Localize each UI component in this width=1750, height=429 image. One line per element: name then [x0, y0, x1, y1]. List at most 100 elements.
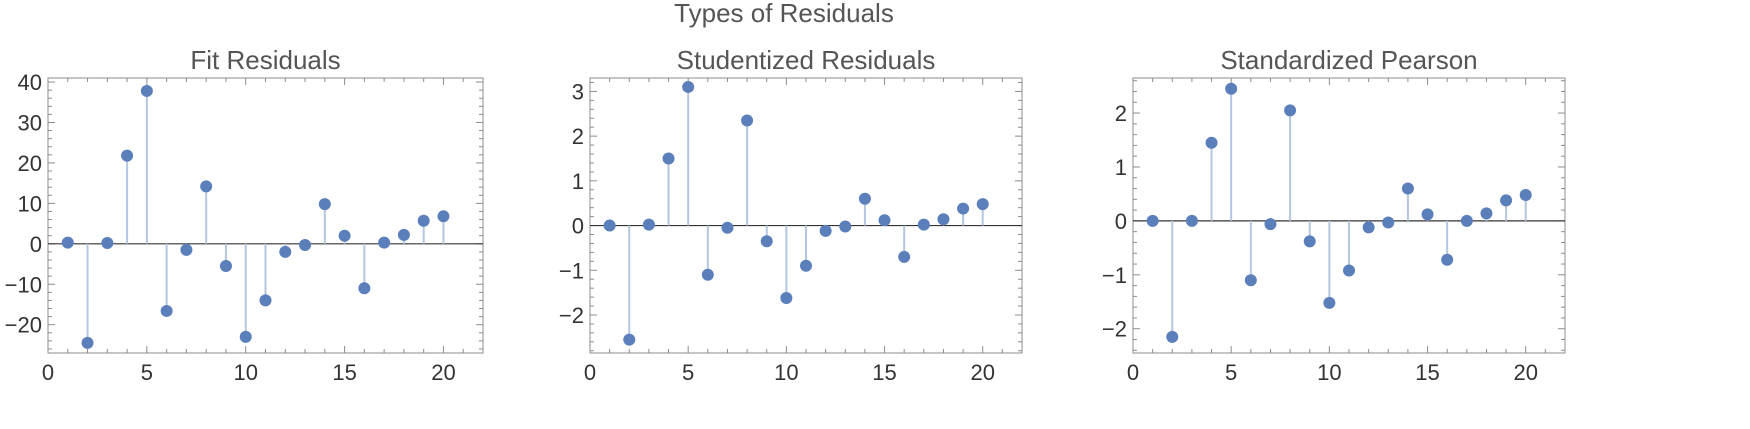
data-point [437, 210, 450, 223]
data-point [1500, 194, 1513, 207]
data-point [976, 198, 989, 211]
data-point [279, 245, 292, 258]
data-point [721, 221, 734, 234]
data-point [1460, 214, 1473, 227]
data-point [358, 282, 371, 295]
y-tick-label: 0 [30, 232, 42, 257]
data-point [121, 149, 134, 162]
x-tick-label: 15 [872, 360, 896, 385]
y-tick-label: 20 [18, 151, 42, 176]
y-tick-label: −1 [559, 258, 584, 283]
y-tick-label: −2 [1102, 317, 1127, 342]
plot-frame [589, 77, 1023, 354]
data-point [1264, 218, 1277, 231]
chart-title: Standardized Pearson [1220, 45, 1477, 75]
data-point [957, 202, 970, 215]
x-tick-label: 10 [774, 360, 798, 385]
data-point [1519, 189, 1532, 202]
data-point [417, 214, 430, 227]
data-point [1401, 182, 1414, 195]
data-point [1343, 264, 1355, 277]
data-point [200, 180, 213, 193]
plot-frame [47, 77, 484, 354]
chart-panel-2: Studentized Residuals 0 5 10 15 20 −2 −1 0 1 2 3 [559, 45, 1023, 385]
data-point [741, 114, 754, 127]
data-point [878, 214, 891, 227]
data-point [219, 260, 232, 273]
data-point [378, 236, 391, 249]
data-point [180, 243, 193, 256]
y-tick-label: 1 [1115, 155, 1127, 180]
data-point [682, 80, 695, 93]
data-point [299, 239, 312, 252]
data-point [858, 192, 871, 205]
data-point [318, 198, 331, 211]
chart-panel-1: Fit Residuals 0 5 10 15 20 −20 −10 0 10 20 30 40 [5, 45, 484, 385]
y-tick-label: −1 [1102, 263, 1127, 288]
data-point [1225, 82, 1238, 95]
chart-title: Studentized Residuals [677, 45, 936, 75]
x-tick-label: 0 [584, 360, 596, 385]
plot-frame [1132, 77, 1566, 354]
figure-title: Types of Residuals [674, 0, 894, 28]
x-tick-label: 10 [233, 360, 257, 385]
y-tick-label: 1 [572, 169, 584, 194]
data-point [1323, 296, 1336, 309]
data-point [397, 228, 410, 241]
data-point [917, 218, 930, 231]
data-point [800, 259, 812, 272]
data-point [1185, 214, 1198, 227]
y-tick-label: 40 [18, 70, 42, 95]
y-tick-label: 10 [18, 191, 42, 216]
data-point [1244, 274, 1257, 287]
data-point [338, 229, 351, 242]
data-point [61, 236, 74, 249]
y-tick-label: 0 [572, 214, 584, 239]
data-point [780, 292, 793, 304]
y-tick-label: −2 [559, 303, 584, 328]
data-point [1480, 207, 1493, 220]
x-tick-label: 0 [1127, 360, 1139, 385]
y-tick-label: 2 [1115, 101, 1127, 126]
data-point [140, 84, 153, 97]
data-point [239, 330, 252, 343]
data-point [839, 220, 852, 233]
data-point [1421, 208, 1434, 221]
data-point [898, 250, 911, 263]
x-tick-label: 5 [1225, 360, 1237, 385]
chart-panel-3: Standardized Pearson 0 5 10 15 20 −2 −1 0 1 2 [1102, 45, 1566, 385]
data-point [81, 336, 94, 349]
data-point [1146, 214, 1159, 227]
data-point [1303, 235, 1316, 248]
x-tick-label: 15 [1415, 360, 1439, 385]
x-tick-label: 20 [431, 360, 455, 385]
data-point [160, 304, 173, 317]
y-tick-label: 0 [1115, 209, 1127, 234]
chart-title: Fit Residuals [190, 45, 340, 75]
x-tick-label: 5 [141, 360, 153, 385]
data-point [1284, 104, 1297, 117]
data-point [819, 224, 832, 237]
y-tick-label: 3 [572, 79, 584, 104]
data-point [662, 152, 675, 165]
x-tick-label: 0 [42, 360, 54, 385]
y-tick-label: −10 [5, 272, 42, 297]
data-point [1441, 253, 1454, 266]
x-tick-label: 15 [332, 360, 356, 385]
data-point [259, 294, 272, 307]
x-tick-label: 10 [1317, 360, 1341, 385]
y-tick-label: 30 [18, 110, 42, 135]
data-point [937, 213, 950, 226]
data-point [701, 268, 714, 281]
data-point [1382, 216, 1395, 229]
data-point [603, 219, 616, 232]
data-point [101, 237, 114, 249]
data-point [1362, 221, 1375, 234]
x-tick-label: 5 [682, 360, 694, 385]
x-tick-label: 20 [1513, 360, 1537, 385]
data-point [1166, 330, 1179, 343]
data-point [760, 235, 773, 248]
data-point [623, 333, 636, 346]
